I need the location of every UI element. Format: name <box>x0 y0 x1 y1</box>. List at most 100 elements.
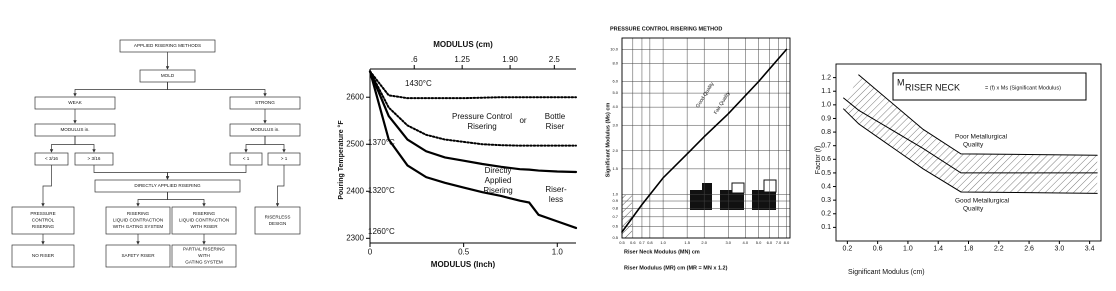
x-tick-label: 0.5 <box>619 240 625 245</box>
flow-arrow <box>167 82 267 97</box>
y-tick-label: 0.6 <box>821 156 831 163</box>
annotation: 1260°C <box>368 227 395 236</box>
x-tick-label: 2.6 <box>1024 246 1034 253</box>
node-label: NO RISER <box>32 253 55 258</box>
x-axis-label: Riser Neck Modulus (MN) cm <box>624 249 700 255</box>
flow-node <box>74 152 114 166</box>
node-label: SAFETY RISER <box>121 253 155 258</box>
y-tick-label: 5.0 <box>612 90 618 95</box>
flow-node <box>254 206 301 235</box>
series-line <box>858 74 1098 156</box>
flow-node <box>229 96 301 110</box>
x-tick-label: 2.0 <box>701 240 707 245</box>
x-tick-label: 7.0 <box>776 240 782 245</box>
node-label: WITH <box>198 253 210 258</box>
y-tick-label: 10.0 <box>610 47 619 52</box>
node-label: LIQUID CONTRACTION <box>113 218 163 223</box>
x-axis-label: Significant Modulus (cm) <box>848 269 925 276</box>
node-label: MODULUS in. <box>250 127 279 132</box>
series-line <box>369 70 577 147</box>
y-tick-label: 0.3 <box>821 197 831 204</box>
y-tick-label: 2300 <box>346 233 364 242</box>
node-label: PARTIAL RISERING <box>183 247 225 252</box>
annotation: Riser- <box>545 185 567 194</box>
x-tick-label: 1.5 <box>684 240 690 245</box>
node-label: RISERING <box>193 211 216 216</box>
x2-tick-label: 1.25 <box>454 55 470 64</box>
flow-arrow <box>93 165 170 180</box>
y-tick-label: 1.5 <box>612 166 618 171</box>
flow-node <box>34 123 116 137</box>
plot-frame <box>621 37 791 239</box>
annotation: Good Quality <box>695 81 716 109</box>
x-tick-label: 1.4 <box>933 246 943 253</box>
node-label: APPLIED RISERING METHODS <box>134 43 201 48</box>
y-tick-label: 1.0 <box>612 191 618 196</box>
node-label: > 1 <box>281 156 288 161</box>
x2-axis-label: Riser Modulus (MR) cm (MR = MN x 1.2) <box>624 265 728 271</box>
series-line <box>368 70 578 174</box>
y-tick-label: 0.5 <box>821 170 831 177</box>
node-label: RISERING <box>32 224 55 229</box>
node-label: CONTROL <box>32 218 55 223</box>
x-tick-label: 3.0 <box>1054 246 1064 253</box>
y-tick-label: 1.0 <box>821 102 831 109</box>
x-tick-label: 8.0 <box>784 240 790 245</box>
x-tick-label: 0.6 <box>873 246 883 253</box>
formula-box <box>892 72 1087 101</box>
y-tick-label: 0.4 <box>821 183 831 190</box>
hatch-band <box>843 74 1098 194</box>
y-tick-label: 2.0 <box>612 148 618 153</box>
flow-node <box>34 152 69 166</box>
node-label: PRESSURE <box>30 211 55 216</box>
x-tick-label: 0 <box>368 248 373 257</box>
flow-node <box>94 179 241 193</box>
flow-node <box>171 206 237 235</box>
x-tick-label: 1.8 <box>964 246 974 253</box>
y-tick-label: 0.6 <box>612 224 618 229</box>
flow-arrow <box>275 165 285 207</box>
x-tick-label: 1.0 <box>660 240 666 245</box>
x2-tick-label: 2.5 <box>549 55 561 64</box>
node-label: RISERLESS <box>265 214 291 219</box>
y-tick-label: 0.9 <box>821 115 831 122</box>
node-label: WEAK <box>68 100 82 105</box>
formula-symbol: M <box>897 77 905 87</box>
y-tick-label: 8.0 <box>612 61 618 66</box>
flow-arrow <box>49 136 76 153</box>
x-tick-label: 1.0 <box>903 246 913 253</box>
flow-node <box>34 96 116 110</box>
series-line <box>843 97 1098 174</box>
y-tick-label: 1.1 <box>821 88 831 95</box>
x-tick-label: 0.7 <box>639 240 645 245</box>
annotation: Risering <box>483 186 512 195</box>
annotation: Applied <box>485 176 512 185</box>
pattern-icons <box>690 179 777 210</box>
formula-subscript: RISER NECK <box>905 82 960 92</box>
flow-arrow <box>136 192 168 207</box>
hatch-strip <box>622 195 632 238</box>
node-label: WITH GATING SYSTEM <box>113 224 164 229</box>
flow-arrow <box>73 82 168 97</box>
y-axis-label: Pouring Temperature °F <box>337 120 345 200</box>
y-axis-label: Significant Modulus (Ms) cm <box>605 103 611 178</box>
annotation: or <box>519 116 526 125</box>
y-tick-label: 0.7 <box>821 143 831 150</box>
y-tick-label: 4.0 <box>612 104 618 109</box>
x-tick-label: 0.5 <box>458 248 470 257</box>
node-label: < 1 <box>243 156 250 161</box>
y-tick-label: 0.5 <box>612 235 618 240</box>
flow-arrow <box>41 165 52 207</box>
annotation: Quality <box>963 206 984 213</box>
series-line <box>843 108 1098 194</box>
y-tick-label: 2600 <box>346 92 364 101</box>
x-tick-label: 0.8 <box>647 240 653 245</box>
flow-arrow <box>244 136 266 153</box>
x-tick-label: 2.2 <box>994 246 1004 253</box>
x-axis-label: MODULUS (Inch) <box>431 260 496 269</box>
y-tick-label: 2400 <box>346 186 364 195</box>
node-label: DESIGN <box>269 221 287 226</box>
flow-node <box>11 244 75 268</box>
y-tick-label: 0.9 <box>612 198 618 203</box>
